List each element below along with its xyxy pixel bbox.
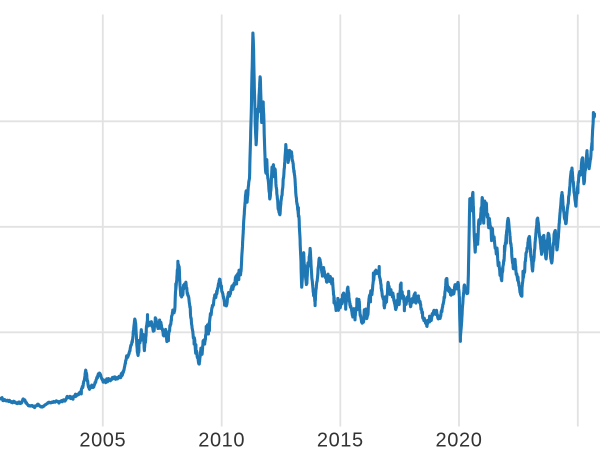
svg-text:2010: 2010: [198, 430, 245, 450]
svg-text:2015: 2015: [317, 430, 364, 450]
svg-text:2005: 2005: [79, 430, 126, 450]
svg-text:2020: 2020: [436, 430, 483, 450]
